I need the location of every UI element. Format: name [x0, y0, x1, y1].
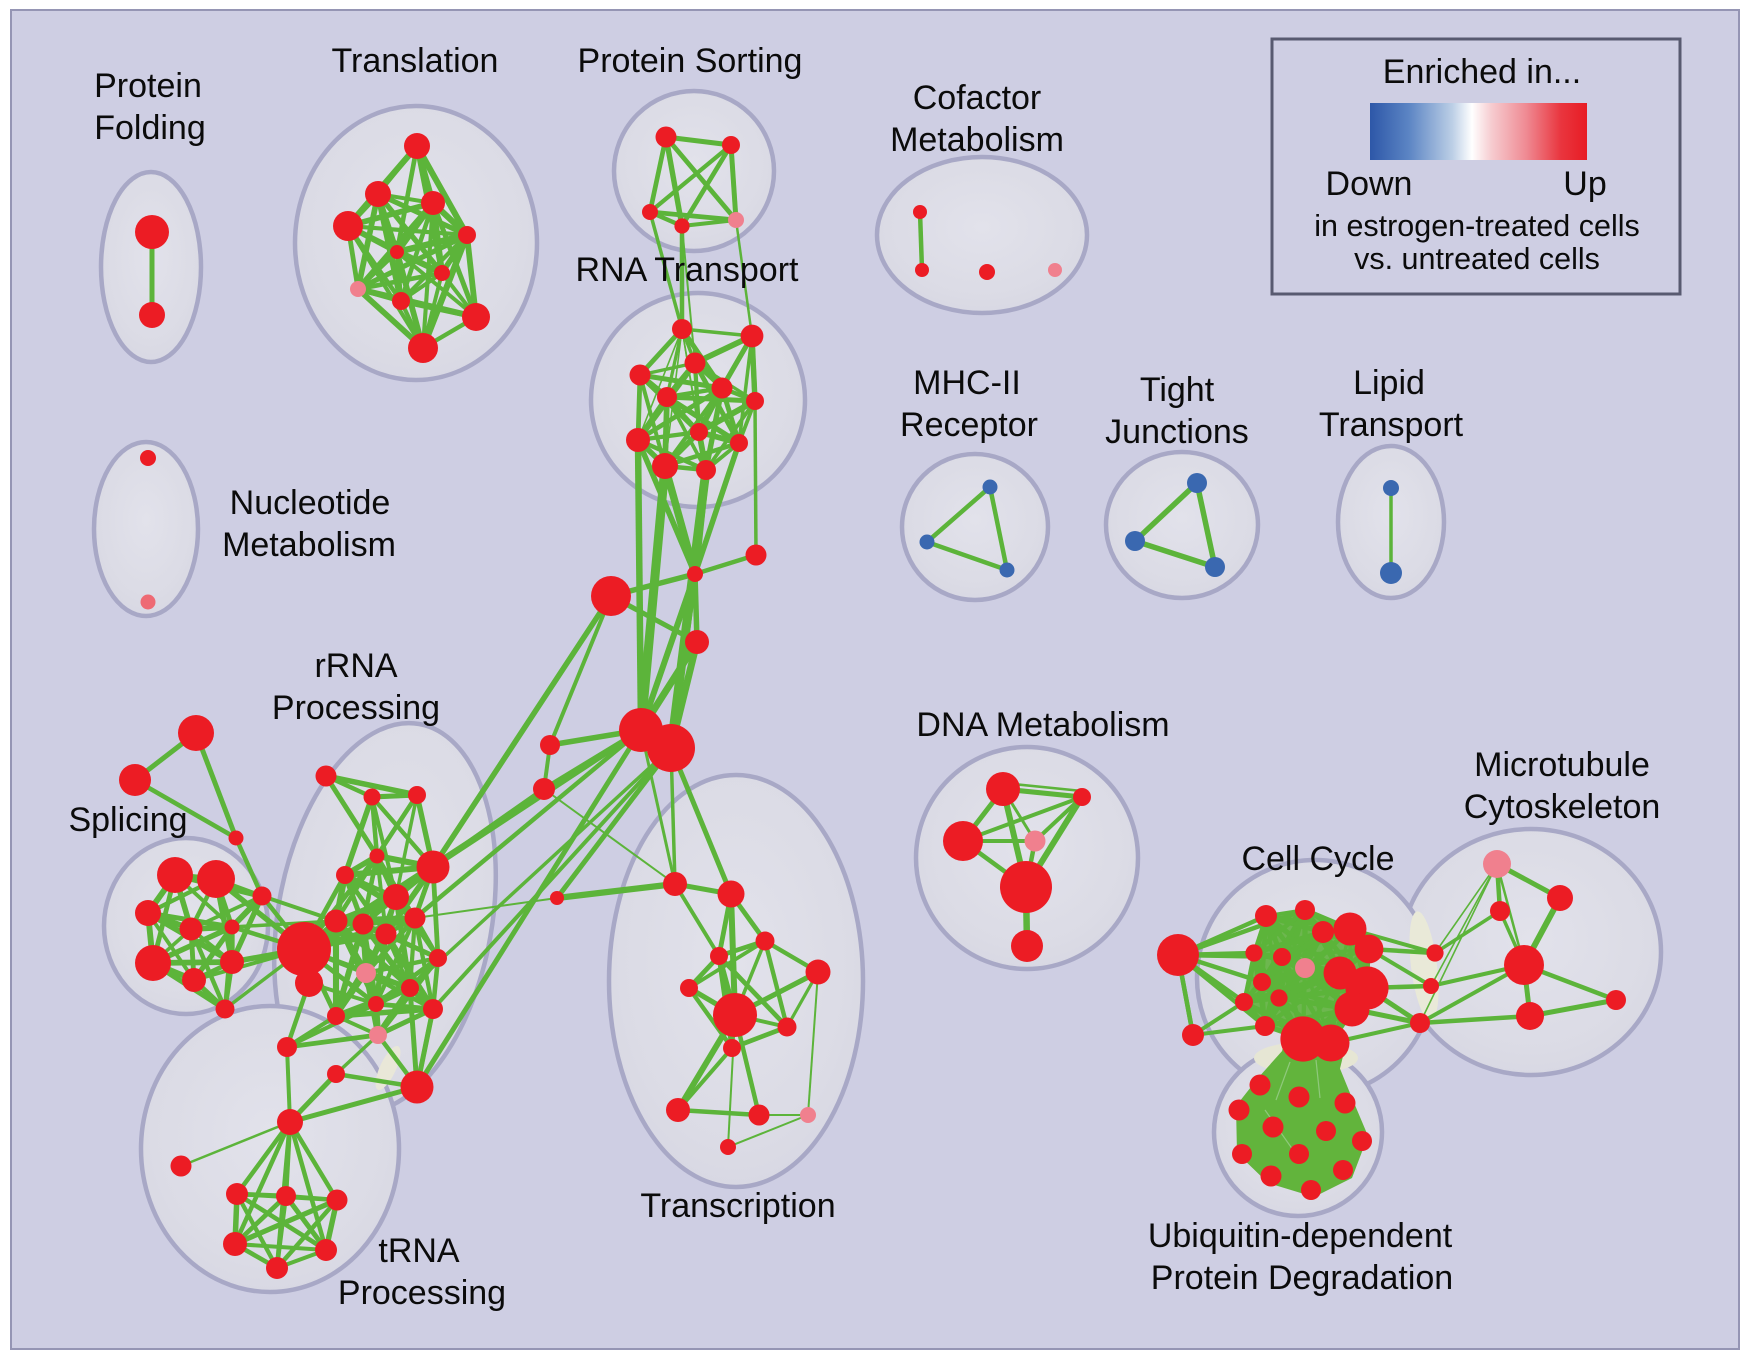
svg-text:Nucleotide: Nucleotide: [230, 484, 391, 522]
svg-text:rRNA: rRNA: [314, 647, 397, 685]
svg-text:Junctions: Junctions: [1105, 413, 1249, 451]
svg-text:Ubiquitin-dependent: Ubiquitin-dependent: [1148, 1217, 1453, 1255]
svg-text:Cofactor: Cofactor: [913, 79, 1042, 117]
svg-text:Transport: Transport: [1319, 406, 1464, 444]
svg-text:Microtubule: Microtubule: [1474, 746, 1650, 784]
svg-text:Tight: Tight: [1140, 371, 1215, 409]
svg-text:Metabolism: Metabolism: [222, 526, 396, 564]
svg-text:DNA Metabolism: DNA Metabolism: [916, 706, 1169, 744]
svg-text:Splicing: Splicing: [68, 801, 187, 839]
svg-text:Lipid: Lipid: [1353, 364, 1425, 402]
svg-text:Protein Degradation: Protein Degradation: [1151, 1259, 1453, 1297]
svg-text:Processing: Processing: [272, 689, 440, 727]
svg-text:Protein: Protein: [94, 67, 202, 105]
svg-text:Metabolism: Metabolism: [890, 121, 1064, 159]
svg-text:Enriched in...: Enriched in...: [1383, 53, 1581, 91]
svg-text:Down: Down: [1326, 165, 1413, 203]
svg-text:Protein Sorting: Protein Sorting: [578, 42, 803, 80]
svg-text:Processing: Processing: [338, 1274, 506, 1312]
svg-text:vs. untreated cells: vs. untreated cells: [1354, 242, 1600, 276]
svg-text:Cell Cycle: Cell Cycle: [1241, 840, 1394, 878]
svg-text:Folding: Folding: [94, 109, 206, 147]
svg-text:in estrogen-treated cells: in estrogen-treated cells: [1314, 209, 1640, 243]
svg-text:Cytoskeleton: Cytoskeleton: [1464, 788, 1661, 826]
svg-text:Receptor: Receptor: [900, 406, 1038, 444]
svg-text:Transcription: Transcription: [640, 1187, 835, 1225]
svg-text:Translation: Translation: [332, 42, 499, 80]
svg-text:MHC-II: MHC-II: [913, 364, 1021, 402]
svg-text:tRNA: tRNA: [378, 1232, 460, 1270]
svg-text:Up: Up: [1563, 165, 1606, 203]
svg-text:RNA Transport: RNA Transport: [576, 251, 800, 289]
